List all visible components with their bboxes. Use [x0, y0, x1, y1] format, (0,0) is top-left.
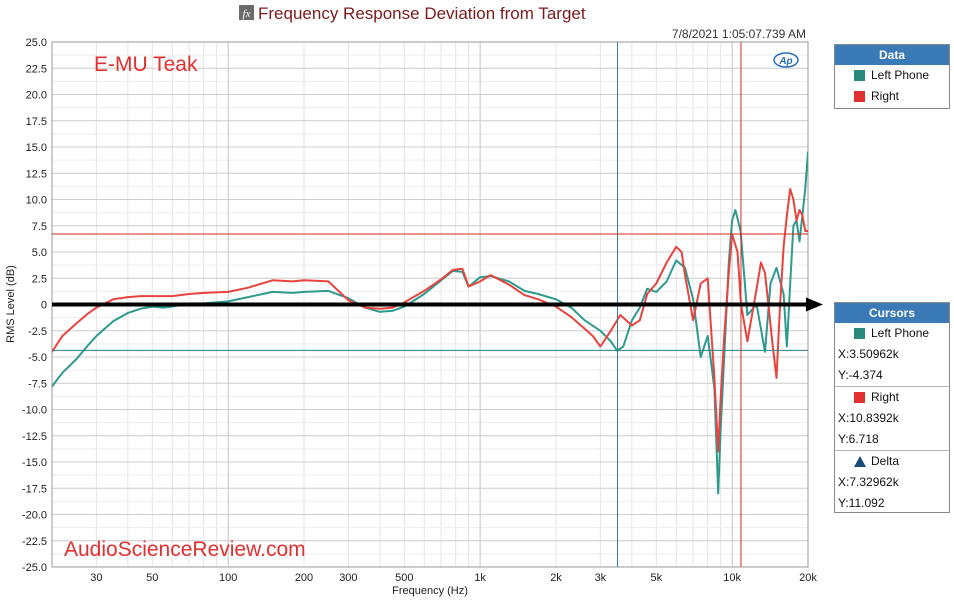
y-tick-label: 22.5 — [26, 63, 47, 75]
cursor-label: Left Phone — [871, 326, 930, 340]
x-tick-label: 50 — [146, 572, 158, 584]
y-tick-label: -25.0 — [22, 562, 47, 574]
x-tick-labels: 30 50 100 200 300 500 1k 2k 3k 5k 10k 20k — [90, 572, 817, 584]
cursor-delta-x: X:7.32962k — [838, 475, 899, 489]
y-tick-label: -20.0 — [22, 510, 47, 522]
series-right — [52, 188, 808, 453]
y-tick-label: 17.5 — [26, 116, 47, 128]
cursor-delta-y: Y:11.092 — [838, 496, 885, 510]
chart-title: Frequency Response Deviation from Target — [258, 4, 586, 23]
x-tick-label: 500 — [395, 572, 413, 584]
y-tick-label: -22.5 — [22, 536, 47, 548]
cursor-left-y: Y:-4.374 — [838, 368, 883, 382]
y-tick-label: 10.0 — [26, 195, 47, 207]
x-tick-label: 5k — [650, 572, 662, 584]
legend-item-left-phone[interactable]: Left Phone — [835, 65, 949, 86]
y-tick-label: -5.0 — [28, 352, 47, 364]
x-tick-label: 30 — [90, 572, 102, 584]
y-tick-label: -7.5 — [28, 378, 47, 390]
legend-label: Left Phone — [871, 68, 930, 82]
cursors-panel: Cursors Left Phone X:3.50962k Y:-4.374 R… — [834, 302, 950, 513]
data-legend-panel: Data Left Phone Right — [834, 44, 950, 109]
cursor-left-x: X:3.50962k — [838, 347, 899, 361]
svg-text:Ap: Ap — [778, 56, 792, 67]
left-phone-swatch — [854, 328, 865, 339]
cursor-label: Delta — [871, 454, 900, 468]
x-tick-label: 100 — [219, 572, 237, 584]
fx-icon[interactable]: fx — [239, 5, 254, 20]
model-name: E-MU Teak — [94, 53, 198, 76]
legend-item-right[interactable]: Right — [835, 86, 949, 107]
x-tick-label: 200 — [295, 572, 313, 584]
left-phone-swatch — [854, 70, 865, 81]
x-tick-label: 20k — [799, 572, 817, 584]
reference-arrow-head — [806, 297, 823, 312]
y-tick-label: 5.0 — [32, 247, 47, 259]
cursors-panel-header: Cursors — [835, 303, 949, 323]
legend-label: Right — [871, 89, 900, 103]
delta-icon — [854, 456, 866, 467]
y-tick-label: -2.5 — [28, 326, 47, 338]
y-tick-label: 0 — [41, 300, 47, 312]
y-tick-label: -15.0 — [22, 457, 47, 469]
cursor-label: Right — [871, 390, 900, 404]
data-panel-header: Data — [835, 45, 949, 65]
right-swatch — [854, 392, 865, 403]
y-tick-label: 7.5 — [32, 221, 47, 233]
y-tick-label: -17.5 — [22, 483, 47, 495]
y-tick-label: 2.5 — [32, 273, 47, 285]
x-tick-label: 300 — [339, 572, 357, 584]
y-tick-label: 12.5 — [26, 168, 47, 180]
cursor-right-y: Y:6.718 — [838, 432, 879, 446]
fx-icon-label: fx — [243, 8, 251, 20]
y-tick-labels: 25.0 22.5 20.0 17.5 15.0 12.5 10.0 7.5 5.0 2.5 0 -2… — [22, 37, 47, 574]
x-tick-label: 1k — [474, 572, 486, 584]
cursor-layer — [52, 42, 808, 567]
cursor-left-phone[interactable]: Left Phone — [835, 323, 949, 344]
y-tick-label: 20.0 — [26, 90, 47, 102]
y-tick-label: -12.5 — [22, 431, 47, 443]
right-swatch — [854, 91, 865, 102]
y-tick-label: 15.0 — [26, 142, 47, 154]
x-tick-label: 10k — [723, 572, 741, 584]
x-axis-label: Frequency (Hz) — [392, 585, 468, 597]
x-tick-label: 3k — [595, 572, 607, 584]
cursor-right[interactable]: Right — [835, 386, 949, 408]
reference-arrow — [52, 297, 823, 312]
timestamp: 7/8/2021 1:05:07.739 AM — [672, 27, 806, 41]
ap-logo-icon: Ap — [773, 52, 799, 68]
cursor-right-x: X:10.8392k — [838, 411, 899, 425]
y-axis-label: RMS Level (dB) — [5, 265, 17, 343]
y-tick-label: -10.0 — [22, 405, 47, 417]
cursor-delta[interactable]: Delta — [835, 450, 949, 472]
x-tick-label: 2k — [550, 572, 562, 584]
site-watermark: AudioScienceReview.com — [64, 538, 306, 561]
y-tick-label: 25.0 — [26, 37, 47, 49]
